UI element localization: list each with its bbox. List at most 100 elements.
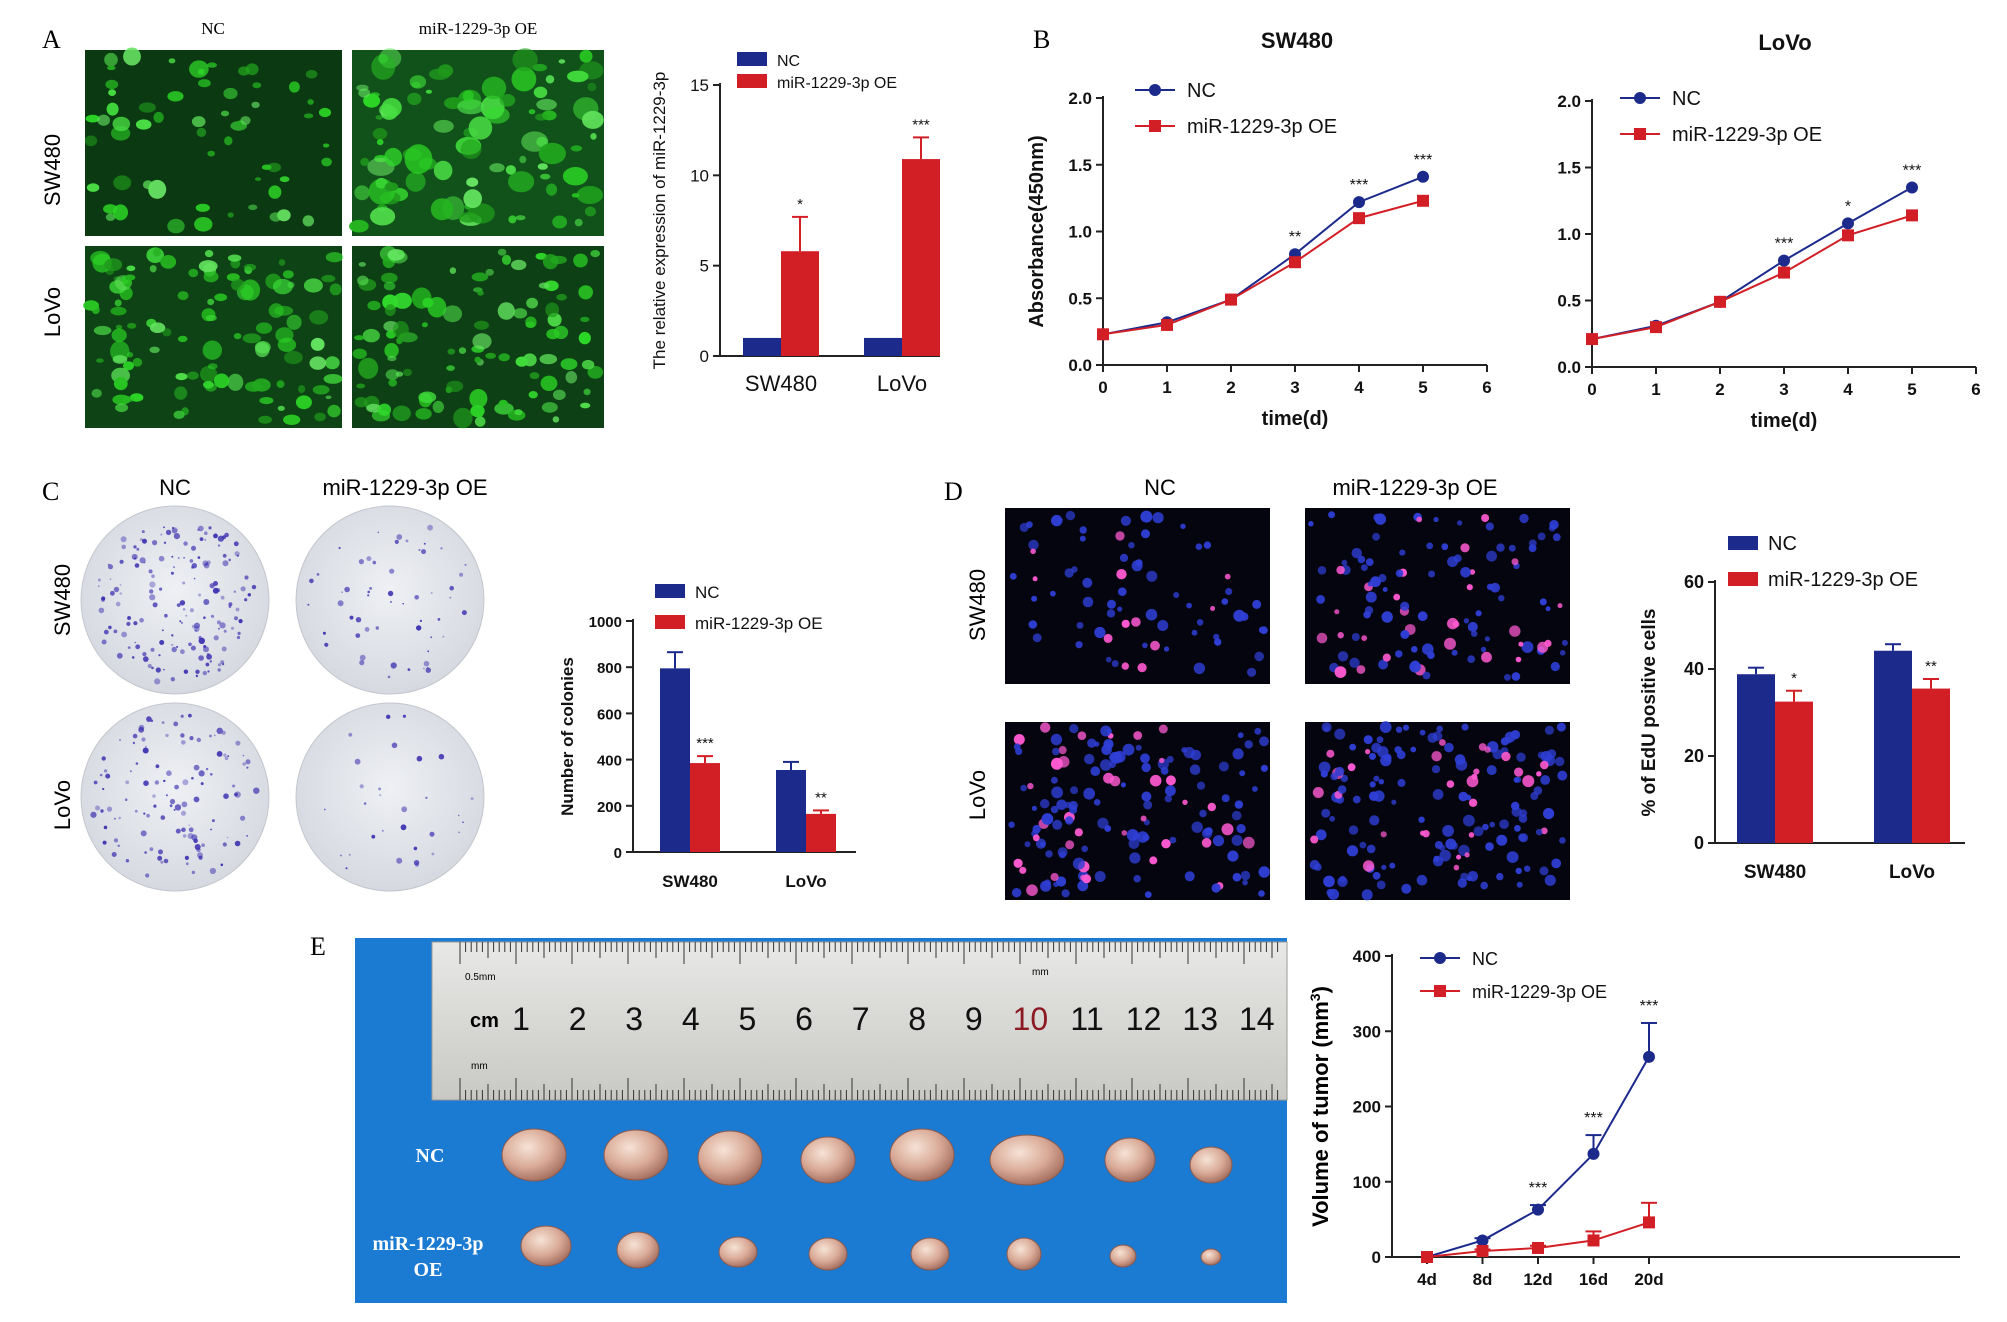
y-tick-label: 20	[1684, 746, 1704, 766]
nucleus	[1045, 850, 1053, 858]
significance-label: ***	[1414, 152, 1433, 169]
panel-e-photo: 0.5mm mm cm mm 1 2 3 4 5 6 7 8 9 10 11 12 13 14 NC mi…	[355, 938, 1288, 1303]
edu-positive-cell	[1224, 573, 1231, 580]
nucleus	[1357, 555, 1366, 564]
colony-dot	[427, 524, 433, 531]
edu-positive-cell	[1393, 593, 1401, 601]
nucleus	[1514, 825, 1521, 832]
y-tick-label: 0	[1694, 833, 1704, 853]
gfp-cell	[584, 206, 596, 217]
nucleus	[1145, 608, 1158, 621]
nucleus	[1428, 570, 1436, 578]
gfp-cell	[422, 297, 434, 308]
y-tick-label: 15	[690, 76, 709, 95]
nucleus	[1515, 867, 1522, 875]
edu-positive-cell	[1447, 617, 1459, 630]
edu-positive-cell	[1468, 798, 1478, 807]
data-point	[1643, 1050, 1655, 1063]
panel-a-micrographs: NC miR-1229-3p OE SW480 LoVo	[40, 19, 604, 429]
nucleus	[1079, 535, 1086, 542]
gfp-cell	[279, 176, 290, 183]
legend-marker	[1634, 92, 1646, 104]
colony-dot	[155, 667, 161, 673]
y-tick-label: 0	[700, 347, 709, 366]
nucleus	[1441, 543, 1449, 551]
gfp-cell	[552, 416, 560, 423]
gfp-cell	[248, 204, 258, 211]
colony-dot	[341, 591, 343, 594]
panel-d-row-label-sw480: SW480	[965, 569, 990, 641]
colony-dot	[416, 755, 423, 762]
gfp-cell	[112, 116, 131, 132]
colony-dot	[442, 635, 445, 638]
nucleus	[1498, 595, 1505, 602]
colony-dot	[425, 796, 428, 799]
colony-dot	[217, 544, 221, 547]
tumor	[989, 1134, 1065, 1186]
x-tick-label: 5	[1907, 380, 1916, 399]
gfp-cell	[162, 328, 172, 337]
colony-dot	[184, 855, 189, 861]
gfp-cell	[314, 412, 326, 422]
gfp-cell	[430, 198, 454, 221]
colony-dot	[238, 619, 243, 624]
colony-dot	[121, 631, 127, 638]
gfp-cell	[105, 213, 116, 221]
gfp-cell	[460, 139, 482, 159]
nucleus	[1056, 876, 1067, 887]
nucleus	[1561, 639, 1568, 646]
gfp-cell	[214, 293, 228, 302]
gfp-cell	[278, 259, 286, 266]
nucleus	[1239, 770, 1246, 777]
panel-d-image-sw480-nc	[1005, 508, 1270, 684]
nucleus	[1524, 865, 1531, 872]
colony-dot	[204, 531, 208, 535]
gfp-cell	[321, 274, 336, 283]
gfp-cell	[494, 402, 514, 415]
colony-dot	[108, 625, 112, 630]
gfp-cell	[579, 49, 593, 63]
colony-dot	[355, 617, 362, 623]
colony-dot	[348, 732, 353, 737]
colony-dot	[316, 573, 320, 576]
gfp-cell	[231, 278, 245, 291]
y-tick-label: 1.0	[1068, 223, 1092, 242]
nucleus	[1426, 542, 1434, 550]
colony-dot	[113, 629, 118, 634]
colony-dot	[181, 740, 186, 745]
series-line	[1102, 175, 1424, 336]
gfp-cell	[537, 163, 548, 170]
gfp-cell	[526, 297, 538, 309]
nucleus	[1071, 566, 1078, 573]
nucleus	[1372, 532, 1380, 541]
significance-label: ***	[1775, 236, 1794, 253]
legend-marker	[1149, 120, 1161, 132]
edu-positive-cell	[1221, 823, 1234, 836]
nucleus	[1316, 595, 1325, 604]
gfp-cell	[571, 193, 580, 198]
gfp-cell	[325, 395, 332, 400]
nucleus	[1141, 762, 1151, 773]
gfp-cell	[149, 265, 157, 273]
nucleus	[1318, 761, 1331, 774]
gfp-cell	[580, 402, 591, 409]
colony-dot	[141, 737, 146, 742]
gfp-cell	[552, 215, 568, 229]
x-tick-label: 0	[1587, 380, 1596, 399]
nucleus	[1329, 815, 1336, 822]
y-tick-label: 0.0	[1557, 358, 1581, 377]
nucleus	[1181, 747, 1188, 753]
nucleus	[1480, 646, 1487, 653]
colony-dot	[378, 787, 381, 791]
gfp-cell	[242, 333, 261, 344]
nucleus	[1152, 512, 1164, 524]
colony-dot	[159, 640, 165, 645]
colony-dot	[105, 773, 111, 779]
colony-dot	[165, 733, 169, 738]
nucleus	[1061, 889, 1070, 898]
colony-dot	[127, 616, 132, 620]
colony-dot	[233, 541, 239, 547]
panel-d-image-lovo-nc	[1005, 722, 1270, 900]
colony-dot	[133, 621, 138, 626]
